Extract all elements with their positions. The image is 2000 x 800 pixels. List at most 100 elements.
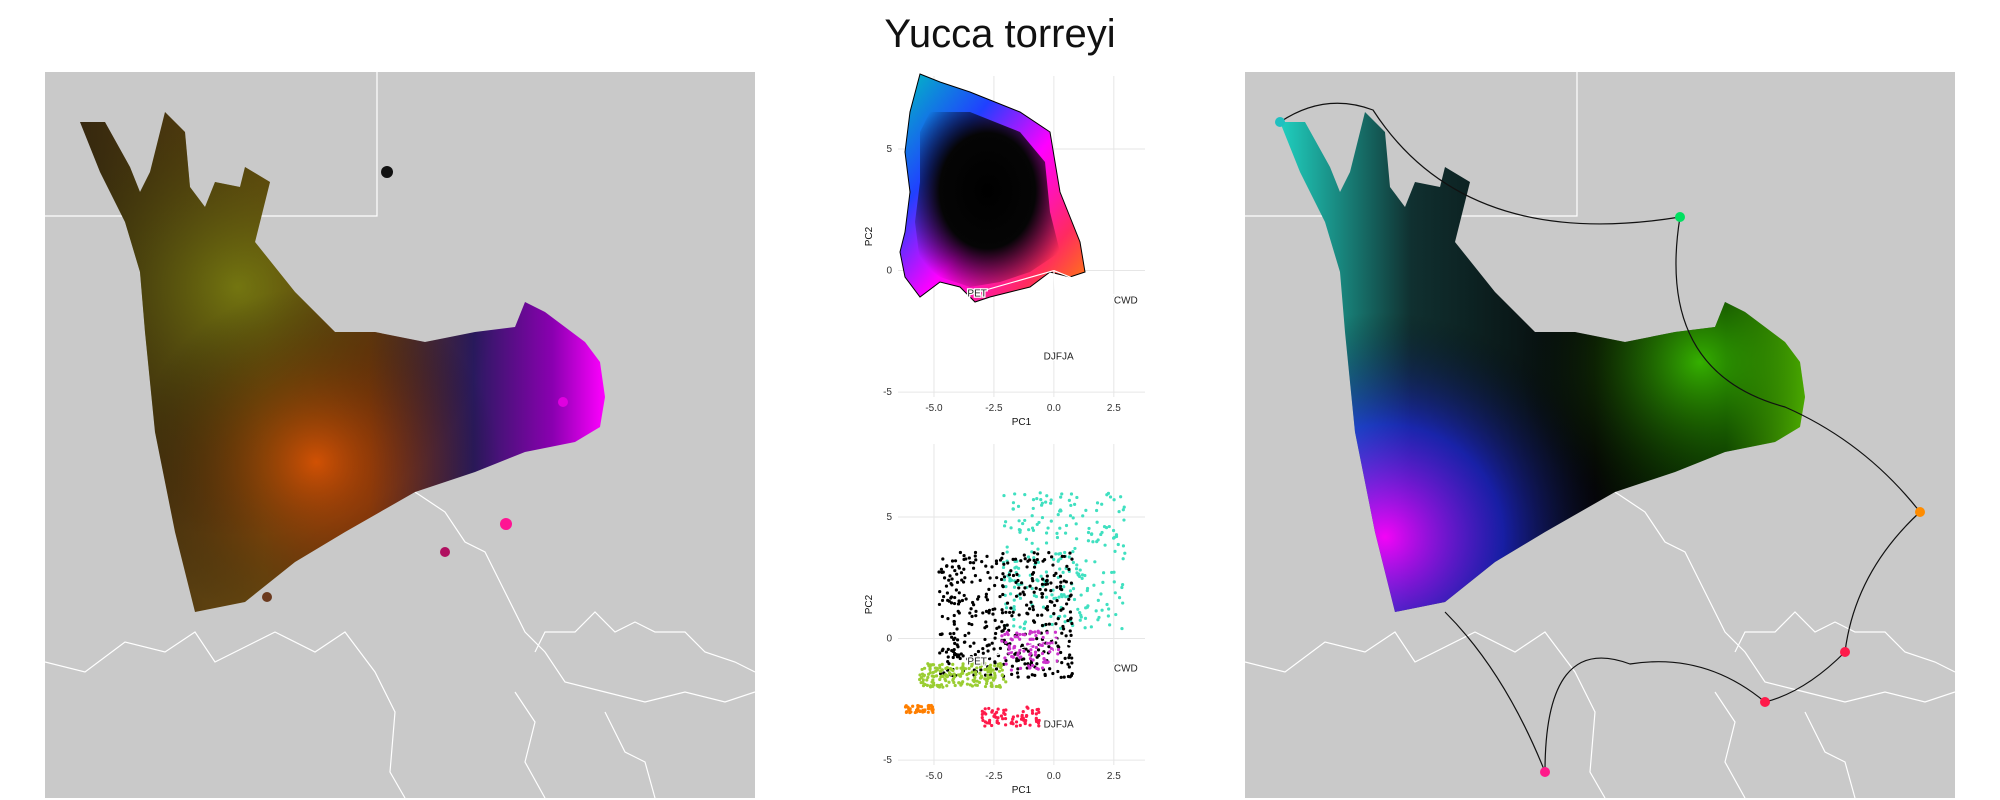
right-hull-arcs [1279,102,1921,773]
pca-point [1068,594,1072,598]
pca-point [1036,552,1040,556]
pca-point [1012,605,1016,609]
right-map-point [1675,212,1685,222]
left-map-point [558,397,568,407]
pca-point [1066,618,1070,623]
pca-point [946,616,950,621]
pca-point [987,667,991,671]
pca-point [961,662,965,666]
y-tick-label: -5 [883,755,892,766]
pca-point [988,576,992,580]
pca-point [1021,632,1025,637]
pca-point [949,581,953,586]
pca-point [926,704,930,708]
pca-point [938,677,942,682]
pca-point [951,655,955,660]
pca-point [955,580,960,584]
pca-point [930,674,934,678]
pca-point [938,666,942,670]
pca-point [958,550,962,555]
pca-point [952,631,956,636]
pca-point [1050,593,1054,597]
pca-point [967,556,971,560]
pca-point [962,593,966,598]
pca-point [1011,507,1015,511]
pca-point [1078,610,1082,615]
pca-point [1040,666,1045,670]
pca-point [990,723,994,728]
pca-point [1067,567,1071,571]
pca-point [1079,593,1083,597]
pca-point [946,647,950,652]
pca-point [1001,565,1006,570]
pca-point [1037,718,1041,723]
pca-point [993,636,997,640]
pca-point [961,667,965,671]
pca-point [1029,600,1033,604]
pca-point [1029,661,1034,665]
pca-bottom-panel: PET CWD DJFJA -5.0 -2.5 0.0 2.5 5 0 -5 PC1 PC2 [860,440,1150,800]
pca-point [976,649,981,654]
pca-point [1107,524,1111,529]
pca-point [984,620,988,624]
pca-point [1000,611,1005,615]
pca-point [930,707,934,711]
pca-point [984,609,989,614]
pca-point [1061,627,1066,631]
pca-point [1003,593,1007,598]
pca-point [1038,587,1042,592]
pca-point [971,678,975,682]
pca-point [1063,614,1067,618]
pca-point [1044,588,1048,592]
loading-vector-label: DJFJA [1044,352,1074,363]
pca-point [991,668,995,672]
pca-point [950,635,954,639]
pca-point [1001,584,1005,589]
pca-point [1112,580,1116,584]
pca-point [1049,581,1053,585]
pca-point [998,594,1002,599]
pca-point [1001,572,1005,576]
x-tick-label: 2.5 [1107,771,1121,782]
pca-point [987,657,992,661]
pca-point [1116,542,1120,547]
pca-point [984,712,988,716]
pca-point [950,559,955,563]
y-tick-label: 0 [886,634,892,645]
pca-point [1028,584,1032,588]
pca-point [1054,622,1058,626]
pca-point [1004,658,1008,663]
pca-point [980,675,984,679]
pca-point [980,560,984,564]
pca-point [1009,526,1013,530]
pca-point [988,718,992,722]
pca-bottom-svg: PET CWD DJFJA -5.0 -2.5 0.0 2.5 5 0 -5 PC1 PC2 [864,444,1145,796]
pca-point [1022,593,1026,597]
pca-bottom-vectors: PET CWD DJFJA [966,637,1139,732]
pca-point [1071,549,1075,554]
pca-point [939,567,944,571]
pca-point [1036,629,1040,633]
pca-point [1057,595,1061,599]
pca-point [993,618,997,623]
pca-point [996,716,1000,720]
pca-point [1008,592,1013,596]
pca-point [1087,526,1091,531]
pca-point [928,666,932,670]
pca-point [983,724,987,728]
pca-point [984,595,988,599]
pca-point [1040,501,1044,505]
pca-point [1036,613,1040,617]
pca-point [1102,525,1107,529]
pca-point [1074,522,1078,526]
pca-point [911,704,915,708]
pca-point [974,609,978,613]
pca-point [1072,597,1077,602]
pca-point [1049,588,1053,593]
pca-point [978,665,983,669]
x-tick-label: -5.0 [925,403,943,414]
pca-point [1062,579,1066,583]
pca-point [981,718,985,722]
pca-point [1068,629,1072,633]
pca-point [1037,724,1041,728]
